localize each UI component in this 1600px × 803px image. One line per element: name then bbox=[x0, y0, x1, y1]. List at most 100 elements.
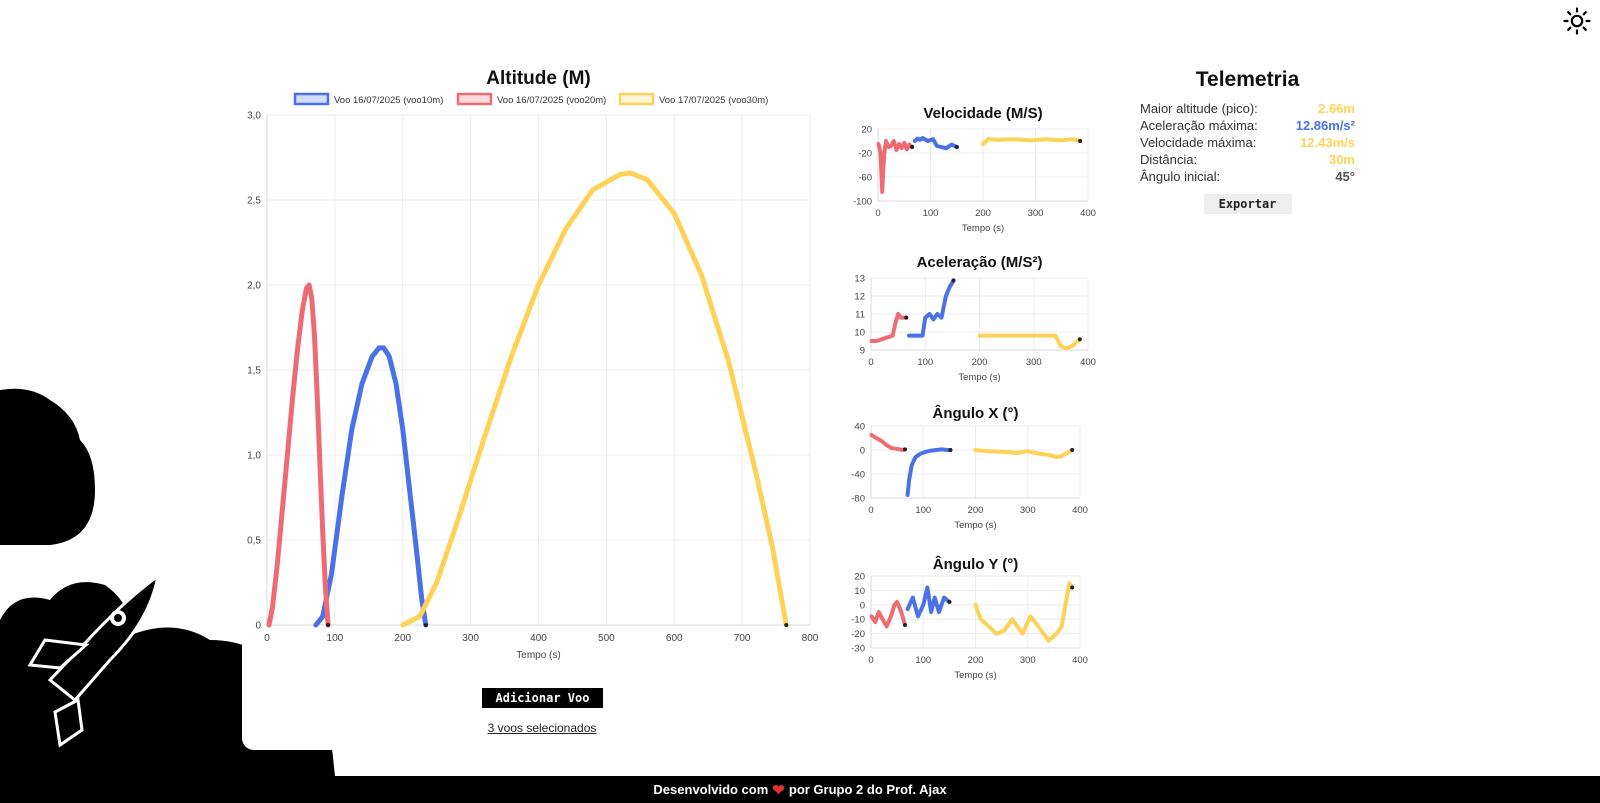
series-end-marker bbox=[784, 623, 789, 627]
chart-title: Aceleração (M/S²) bbox=[917, 254, 1043, 271]
chart-title: Velocidade (M/S) bbox=[923, 105, 1042, 122]
series-end-marker bbox=[951, 278, 956, 283]
x-tick-label: 700 bbox=[734, 633, 751, 644]
x-axis-label: Tempo (s) bbox=[962, 223, 1004, 234]
legend-label: Voo 16/07/2025 (voo10m) bbox=[334, 95, 443, 106]
x-tick-label: 400 bbox=[1080, 208, 1096, 219]
x-tick-label: 200 bbox=[394, 633, 411, 644]
angulo-x-chart: Ângulo X (°)0 100 200 300 400400-40-80Tempo … bbox=[851, 404, 1088, 531]
y-tick-label: 20 bbox=[854, 572, 865, 583]
y-tick-label: -10 bbox=[851, 615, 865, 626]
footer: Desenvolvido com ❤ por Grupo 2 do Prof. … bbox=[0, 776, 1600, 803]
series-line bbox=[973, 448, 1075, 460]
series-end-marker bbox=[902, 622, 907, 627]
angulo-y-chart: Ângulo Y (°)0 100 200 300 40020100-10-20-30T… bbox=[851, 555, 1088, 681]
legend-swatch bbox=[618, 92, 655, 106]
series-line bbox=[907, 278, 956, 338]
telemetry-row-max-velocity: Velocidade máxima: 12.43m/s bbox=[1140, 134, 1355, 151]
x-axis-label: Tempo (s) bbox=[954, 520, 996, 531]
x-tick-label: 300 bbox=[1020, 655, 1036, 666]
footer-suffix: por Grupo 2 do Prof. Ajax bbox=[788, 782, 947, 797]
series-end-marker bbox=[954, 145, 959, 149]
y-tick-label: 0 bbox=[860, 446, 865, 457]
series-end-marker bbox=[1070, 585, 1075, 590]
y-tick-label: 0,5 bbox=[247, 536, 261, 547]
telemetry-value: 12.86m/s² bbox=[1295, 118, 1355, 133]
y-tick-label: 3,0 bbox=[247, 111, 261, 122]
y-tick-label: 12 bbox=[854, 292, 865, 303]
x-axis-label: Tempo (s) bbox=[516, 650, 560, 661]
y-tick-label: -80 bbox=[851, 494, 865, 505]
telemetry-panel: Telemetria Maior altitude (pico): 2.66m … bbox=[1140, 68, 1355, 214]
telemetry-value: 30m bbox=[1328, 152, 1355, 167]
y-tick-label: -100 bbox=[853, 197, 872, 208]
x-tick-label: 600 bbox=[666, 633, 683, 644]
legend-label: Voo 17/07/2025 (voo30m) bbox=[659, 95, 768, 106]
legend-label: Voo 16/07/2025 (voo20m) bbox=[497, 95, 606, 106]
series-line bbox=[977, 333, 1082, 351]
x-tick-label: 300 bbox=[1028, 208, 1044, 219]
x-tick-label: 0 bbox=[868, 357, 873, 368]
y-tick-label: 1,0 bbox=[247, 451, 261, 462]
selected-flights-link[interactable]: 3 voos selecionados bbox=[487, 721, 597, 735]
telemetry-row-max-acceleration: Aceleração máxima: 12.86m/s² bbox=[1140, 117, 1355, 134]
y-tick-label: 0 bbox=[860, 600, 865, 611]
x-tick-label: 400 bbox=[1072, 505, 1088, 516]
y-tick-label: 2,5 bbox=[247, 196, 261, 207]
series-line bbox=[981, 137, 1083, 146]
x-tick-label: 400 bbox=[1080, 357, 1096, 368]
sun-icon bbox=[1563, 7, 1591, 35]
y-tick-label: 20 bbox=[861, 125, 872, 136]
x-tick-label: 0 bbox=[264, 633, 270, 644]
y-tick-label: 13 bbox=[854, 274, 865, 285]
add-flight-button[interactable]: Adicionar Voo bbox=[482, 688, 603, 708]
y-tick-label: -60 bbox=[858, 173, 872, 184]
x-tick-label: 100 bbox=[917, 357, 933, 368]
velocidade-chart: Velocidade (M/S) 0 100 200 300 400 20 -20 -60 -10… bbox=[853, 105, 1096, 234]
x-tick-label: 100 bbox=[327, 633, 344, 644]
series-line bbox=[266, 282, 331, 628]
y-tick-label: 2,0 bbox=[247, 281, 261, 292]
series-end-marker bbox=[423, 623, 428, 627]
y-tick-label: -20 bbox=[851, 629, 865, 640]
x-tick-label: 0 bbox=[868, 505, 873, 516]
export-button[interactable]: Exportar bbox=[1203, 194, 1292, 214]
series-end-marker bbox=[1078, 139, 1083, 143]
x-tick-label: 200 bbox=[968, 505, 984, 516]
heart-icon: ❤ bbox=[772, 781, 785, 799]
series-line bbox=[869, 599, 907, 629]
series-line bbox=[400, 170, 789, 628]
x-tick-label: 100 bbox=[915, 505, 931, 516]
telemetry-value: 45° bbox=[1335, 169, 1355, 184]
telemetry-value: 2.66m bbox=[1318, 101, 1355, 116]
x-tick-label: 500 bbox=[598, 633, 615, 644]
series-end-marker bbox=[947, 599, 952, 604]
y-tick-label: -20 bbox=[858, 149, 872, 160]
telemetry-label: Aceleração máxima: bbox=[1140, 118, 1258, 133]
theme-toggle-button[interactable] bbox=[1562, 6, 1592, 36]
telemetry-label: Distância: bbox=[1140, 152, 1198, 167]
telemetry-value: 12.43m/s bbox=[1300, 135, 1355, 150]
x-tick-label: 400 bbox=[1072, 655, 1088, 666]
series-line bbox=[912, 136, 959, 151]
telemetry-row-peak-altitude: Maior altitude (pico): 2.66m bbox=[1140, 100, 1355, 117]
dashboard-card bbox=[242, 45, 1142, 750]
series-line bbox=[869, 312, 909, 343]
y-tick-label: 11 bbox=[855, 310, 865, 321]
y-tick-label: 1,5 bbox=[247, 366, 261, 377]
telemetry-title: Telemetria bbox=[1195, 68, 1300, 91]
telemetry-label: Maior altitude (pico): bbox=[1140, 101, 1258, 116]
x-tick-label: 100 bbox=[915, 655, 931, 666]
series-end-marker bbox=[1070, 448, 1075, 452]
series-line bbox=[876, 139, 915, 194]
telemetry-row-initial-angle: Ângulo inicial: 45° bbox=[1140, 168, 1355, 185]
x-tick-label: 0 bbox=[875, 208, 880, 219]
altitude-chart: Altitude (M) 0 100 200 300 400 500 600 700 800 0 0,… bbox=[247, 68, 819, 661]
series-line bbox=[313, 345, 429, 628]
telemetry-label: Ângulo inicial: bbox=[1140, 169, 1221, 184]
series-end-marker bbox=[1077, 337, 1082, 342]
x-tick-label: 300 bbox=[1026, 357, 1042, 368]
y-tick-label: -30 bbox=[851, 644, 865, 655]
series-line bbox=[905, 585, 952, 619]
x-tick-label: 200 bbox=[975, 208, 991, 219]
